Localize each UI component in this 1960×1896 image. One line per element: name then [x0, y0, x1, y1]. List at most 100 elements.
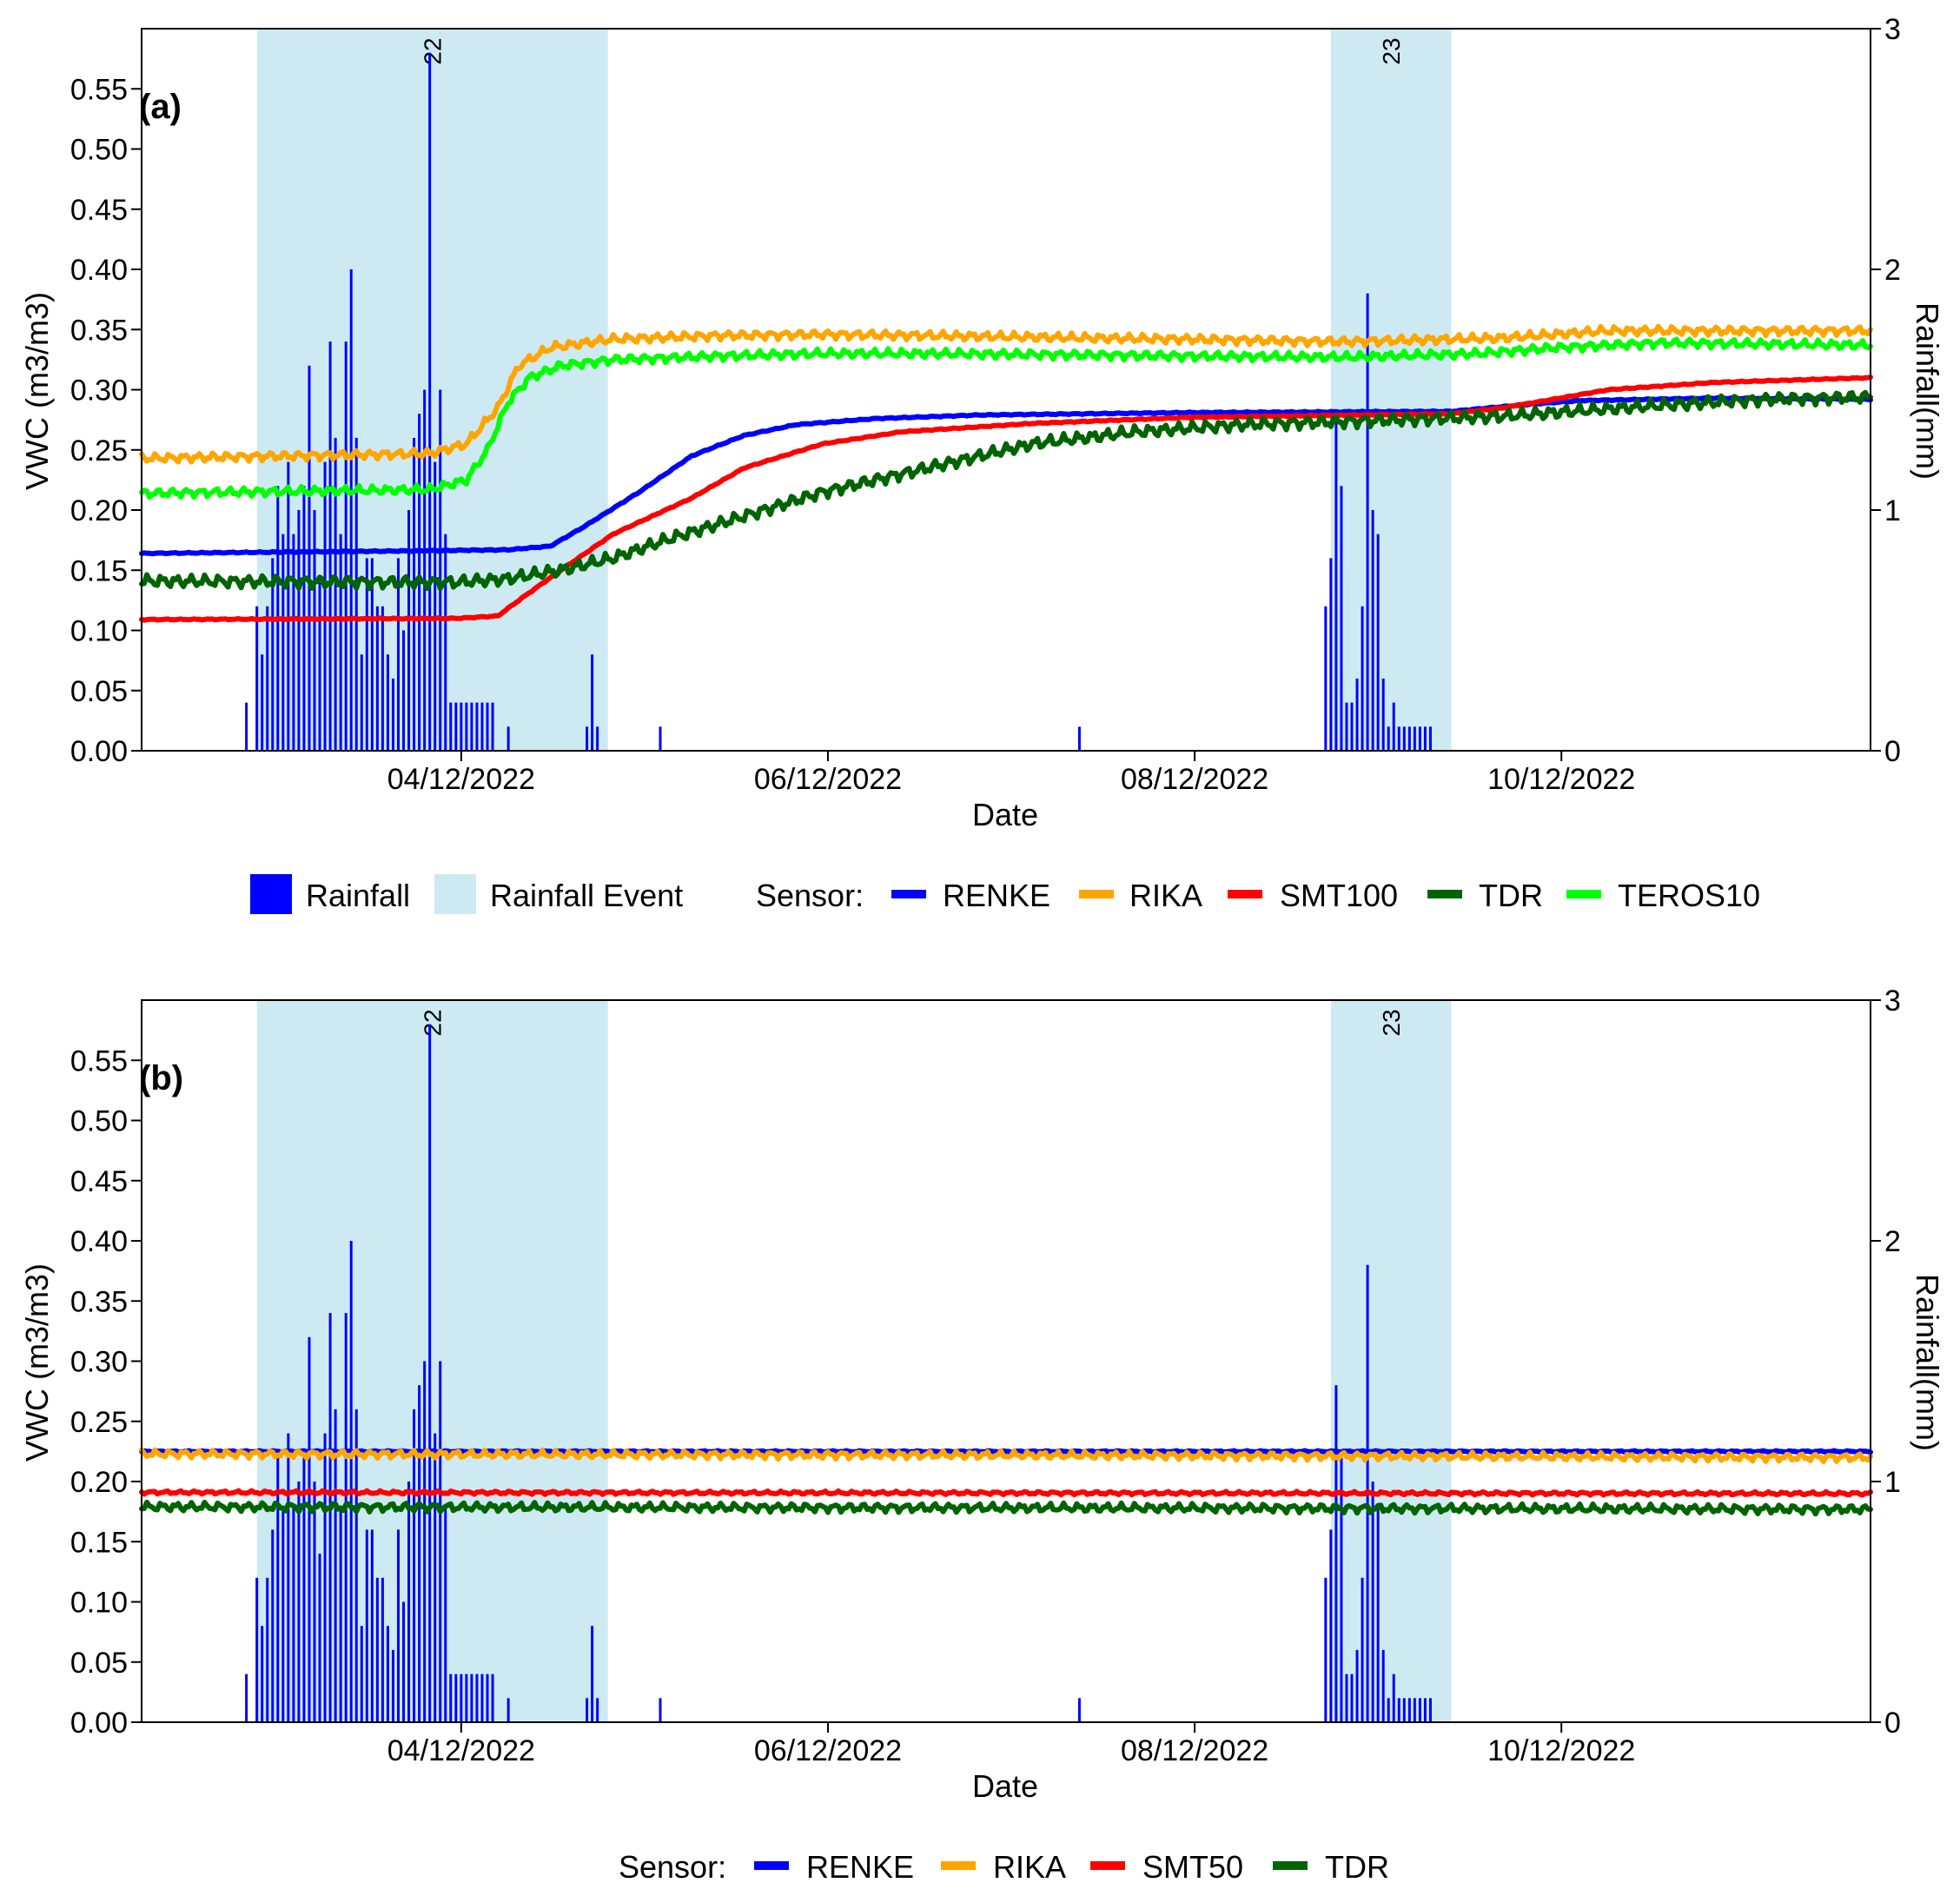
rainfall-bar [454, 1674, 458, 1722]
legend-label-renke: RENKE [806, 1849, 914, 1885]
rainfall-bar [386, 654, 389, 751]
rainfall-bar [444, 534, 447, 751]
y-tick-label: 0.30 [70, 1346, 128, 1379]
rainfall-bar [360, 654, 363, 751]
rainfall-bar [1345, 702, 1348, 751]
rainfall-bar [1355, 678, 1359, 751]
y-tick-label: 0.50 [70, 134, 128, 167]
y-axis-title: VWC (m3/m3) [19, 1263, 55, 1462]
rainfall-event-band-23 [1330, 29, 1452, 751]
y-tick-label: 0.25 [70, 434, 128, 467]
legend-label-teros10: TEROS10 [1618, 878, 1760, 913]
legend-key-teros10 [1566, 890, 1601, 898]
y-tick-label: 0.10 [70, 1587, 128, 1620]
rainfall-bar [491, 1674, 494, 1722]
legend-key-renke [891, 890, 926, 898]
x-tick-label: 04/12/2022 [387, 763, 535, 796]
rainfall-bar [344, 1313, 348, 1722]
rainfall-bar [439, 1361, 442, 1722]
rainfall-bar [323, 461, 327, 751]
rainfall-bar [328, 1313, 332, 1722]
rainfall-bar [313, 510, 316, 751]
rainfall-bar [255, 1577, 259, 1722]
legend-key-rika [941, 1861, 976, 1870]
rainfall-bar [334, 1409, 337, 1722]
y-tick-label: 0.15 [70, 1526, 128, 1559]
series-line-smt100 [139, 375, 1873, 623]
rainfall-bar [1361, 606, 1364, 751]
rainfall-bar [396, 1529, 400, 1722]
x-tick-label: 06/12/2022 [754, 1734, 902, 1767]
x-tick-label: 04/12/2022 [387, 1734, 535, 1767]
rainfall-event-label-23: 23 [1378, 37, 1405, 64]
legend-label-rika: RIKA [1129, 878, 1202, 913]
x-tick-label: 08/12/2022 [1121, 763, 1268, 796]
rainfall-bar [1345, 1674, 1348, 1722]
y2-tick-label: 1 [1884, 494, 1901, 527]
rainfall-bar [1423, 1698, 1427, 1722]
rainfall-event-band-23 [1330, 1000, 1452, 1722]
rainfall-bar [1376, 534, 1380, 751]
rainfall-bar [1361, 1577, 1364, 1722]
y-tick-label: 0.50 [70, 1105, 128, 1138]
rainfall-bar [402, 630, 406, 751]
rainfall-bar [1371, 510, 1374, 751]
legend-sensor-title: Sensor: [619, 1849, 726, 1885]
series-line-renke [139, 394, 1873, 557]
x-axis-title: Date [972, 1768, 1038, 1804]
rainfall-bar [245, 702, 248, 751]
legend-key-smt50 [1090, 1861, 1125, 1870]
rainfall-bar [1355, 1649, 1359, 1722]
rainfall-bar [354, 437, 358, 751]
series-line-teros10 [139, 336, 1873, 501]
rainfall-bar [245, 1674, 248, 1722]
rainfall-bar [460, 1674, 463, 1722]
rainfall-bar [1402, 1698, 1406, 1722]
rainfall-bar [486, 1674, 489, 1722]
rainfall-bar [1340, 1457, 1343, 1722]
rainfall-bar [596, 726, 599, 751]
rainfall-bar [1407, 726, 1411, 751]
rainfall-bar [1324, 1577, 1328, 1722]
y-tick-label: 0.15 [70, 554, 128, 587]
rainfall-bar [470, 1674, 473, 1722]
rainfall-bar [407, 510, 411, 751]
rainfall-bar [1428, 1698, 1432, 1722]
rainfall-bar [1077, 1698, 1081, 1722]
rainfall-bar [449, 1674, 453, 1722]
rainfall-bar [266, 606, 269, 751]
rainfall-bar [349, 269, 353, 751]
legend-swatch-rainfall [250, 874, 292, 914]
rainfall-bar [375, 606, 379, 751]
rainfall-bar [391, 1649, 394, 1722]
rainfall-bar [308, 1336, 311, 1722]
rainfall-bar [1407, 1698, 1411, 1722]
rainfall-bar [261, 654, 264, 751]
rainfall-bar [470, 702, 473, 751]
rainfall-bar [1387, 726, 1390, 751]
rainfall-bar [491, 702, 494, 751]
rainfall-bar [381, 606, 384, 751]
rainfall-bar [370, 1529, 374, 1722]
rainfall-bar [271, 558, 275, 751]
rainfall-bar [1324, 606, 1328, 751]
y2-tick-label: 3 [1884, 984, 1901, 1018]
y-tick-label: 0.55 [70, 73, 128, 106]
rainfall-bar [1350, 702, 1354, 751]
rainfall-bar [480, 1674, 484, 1722]
legend-label-smt100: SMT100 [1280, 878, 1398, 913]
rainfall-bar [318, 582, 321, 751]
x-tick-label: 08/12/2022 [1121, 1734, 1268, 1767]
y2-tick-label: 2 [1884, 254, 1901, 287]
panel-a-chart: 22 23 0.000.050.100.150.200.250.300.350.4… [19, 13, 1945, 914]
rainfall-bar [1413, 1698, 1416, 1722]
rainfall-bar [266, 1577, 269, 1722]
y-tick-label: 0.40 [70, 1225, 128, 1258]
rainfall-bar [349, 1241, 353, 1722]
rainfall-bar [1334, 1385, 1338, 1722]
rainfall-bar [1392, 702, 1395, 751]
rainfall-bar [261, 1626, 264, 1722]
rainfall-bar [318, 1554, 321, 1722]
rainfall-bar [413, 437, 416, 751]
rainfall-bar [423, 1361, 427, 1722]
